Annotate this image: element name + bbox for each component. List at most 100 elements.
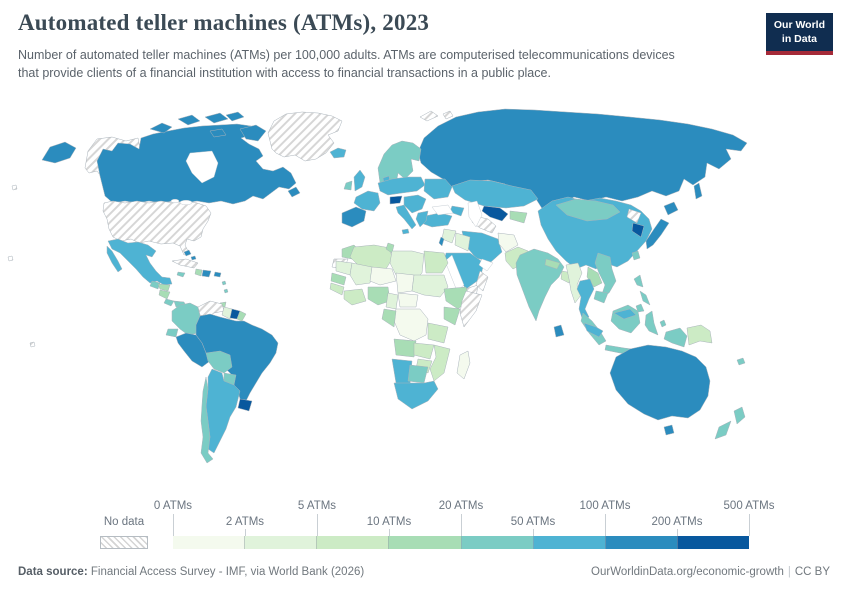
- country-ukraine[interactable]: [423, 178, 453, 200]
- country-guatemala[interactable]: [149, 280, 161, 290]
- owid-logo[interactable]: Our World in Data: [765, 13, 833, 56]
- country-canada-newfoundland[interactable]: [287, 186, 301, 198]
- country-canada-arctic-3[interactable]: [204, 112, 229, 124]
- country-bahamas-1[interactable]: [183, 249, 192, 257]
- country-new-zealand-north[interactable]: [733, 406, 746, 425]
- country-united-kingdom[interactable]: [353, 169, 366, 192]
- country-philippines-luzon[interactable]: [633, 274, 644, 288]
- country-central-europe[interactable]: [377, 176, 426, 196]
- country-uzbekistan[interactable]: [481, 205, 509, 222]
- country-taiwan[interactable]: [631, 250, 641, 261]
- country-new-zealand-south[interactable]: [714, 420, 732, 440]
- country-nigeria[interactable]: [367, 286, 391, 306]
- country-greece[interactable]: [415, 210, 429, 228]
- country-bahamas-2[interactable]: [190, 255, 197, 261]
- country-ivory-coast-ghana[interactable]: [343, 288, 367, 306]
- country-mexico-baja[interactable]: [106, 245, 123, 273]
- country-ireland[interactable]: [343, 180, 353, 191]
- country-dominican-republic[interactable]: [201, 269, 212, 278]
- legend-bin[interactable]: [604, 536, 677, 549]
- country-mauritania[interactable]: [335, 260, 353, 276]
- country-sri-lanka[interactable]: [553, 324, 565, 338]
- country-nepal[interactable]: [544, 258, 561, 270]
- legend-bin[interactable]: [532, 536, 605, 549]
- country-guyana[interactable]: [221, 306, 233, 320]
- country-australia-tasmania[interactable]: [663, 424, 675, 436]
- country-austria[interactable]: [389, 195, 403, 205]
- country-canada-arctic-5[interactable]: [209, 128, 227, 138]
- country-venezuela[interactable]: [197, 300, 225, 318]
- owid-url-link[interactable]: OurWorldinData.org/economic-growth: [591, 566, 784, 578]
- country-syria-jordan[interactable]: [441, 228, 457, 244]
- legend-bin[interactable]: [676, 536, 749, 549]
- country-jamaica[interactable]: [176, 271, 186, 278]
- country-bolivia[interactable]: [205, 350, 233, 374]
- country-papua-new-guinea[interactable]: [686, 324, 713, 346]
- country-haiti[interactable]: [194, 268, 203, 277]
- country-iraq[interactable]: [454, 232, 471, 252]
- country-canada-arctic-4[interactable]: [225, 111, 245, 122]
- country-thailand[interactable]: [576, 278, 595, 322]
- country-svalbard-east[interactable]: [442, 110, 454, 120]
- country-tanzania[interactable]: [427, 322, 449, 344]
- country-somalia[interactable]: [459, 290, 483, 328]
- country-cuba[interactable]: [171, 258, 199, 269]
- country-costa-rica[interactable]: [163, 298, 175, 307]
- country-antilles-1[interactable]: [221, 280, 227, 286]
- country-indonesia-moluccas[interactable]: [659, 319, 667, 328]
- country-japan-hokkaido[interactable]: [663, 201, 679, 216]
- country-iceland[interactable]: [329, 147, 347, 159]
- country-niger[interactable]: [369, 266, 397, 286]
- country-senegal[interactable]: [330, 272, 347, 286]
- country-philippines-mindanao[interactable]: [635, 303, 645, 313]
- country-chad[interactable]: [395, 272, 415, 294]
- country-guinea[interactable]: [329, 282, 345, 296]
- country-kenya[interactable]: [443, 306, 461, 326]
- country-mexico[interactable]: [107, 238, 173, 286]
- legend-bin[interactable]: [388, 536, 461, 549]
- country-oman[interactable]: [475, 270, 489, 292]
- country-madagascar[interactable]: [456, 350, 471, 380]
- country-russia-west-wrap[interactable]: [41, 141, 77, 164]
- legend-bin[interactable]: [173, 536, 245, 549]
- country-indonesia-sulawesi[interactable]: [644, 310, 659, 336]
- country-zambia[interactable]: [413, 342, 435, 360]
- country-puerto-rico[interactable]: [213, 271, 222, 278]
- country-india[interactable]: [515, 248, 565, 322]
- country-italy[interactable]: [395, 204, 417, 230]
- country-dr-congo[interactable]: [393, 308, 429, 342]
- legend-bin[interactable]: [244, 536, 317, 549]
- legend-bin[interactable]: [460, 536, 533, 549]
- country-uruguay[interactable]: [237, 398, 253, 412]
- legend-no-data-swatch[interactable]: [100, 536, 148, 549]
- country-philippines-visayas[interactable]: [639, 290, 651, 306]
- country-canada-baffin[interactable]: [239, 124, 267, 142]
- legend-bin[interactable]: [316, 536, 389, 549]
- country-north-korea[interactable]: [626, 208, 642, 224]
- country-angola[interactable]: [393, 338, 417, 358]
- country-greenland[interactable]: [267, 111, 343, 162]
- country-canada-arctic-1[interactable]: [149, 122, 173, 134]
- country-mozambique[interactable]: [429, 344, 451, 382]
- country-indonesia-borneo[interactable]: [610, 304, 641, 334]
- country-australia[interactable]: [609, 344, 711, 421]
- country-mali[interactable]: [349, 262, 373, 286]
- country-malaysia-peninsula[interactable]: [583, 322, 604, 338]
- country-mongolia[interactable]: [555, 198, 621, 222]
- country-antilles-2[interactable]: [223, 288, 229, 294]
- country-kyrgyzstan-tajikistan[interactable]: [509, 210, 528, 224]
- country-chile[interactable]: [200, 376, 214, 464]
- country-kazakhstan[interactable]: [451, 179, 539, 209]
- country-gabon-congo[interactable]: [381, 308, 397, 328]
- country-italy-sicily[interactable]: [401, 228, 410, 235]
- license-link[interactable]: CC BY: [794, 566, 830, 578]
- country-canada-arctic-2[interactable]: [177, 114, 201, 126]
- country-spain-portugal[interactable]: [341, 206, 367, 228]
- country-south-africa[interactable]: [393, 380, 439, 410]
- country-afghanistan[interactable]: [497, 232, 519, 253]
- country-france[interactable]: [353, 190, 381, 212]
- country-china[interactable]: [537, 196, 653, 270]
- country-ecuador[interactable]: [165, 328, 179, 338]
- country-cameroon[interactable]: [385, 292, 399, 310]
- country-japan-honshu[interactable]: [645, 218, 670, 250]
